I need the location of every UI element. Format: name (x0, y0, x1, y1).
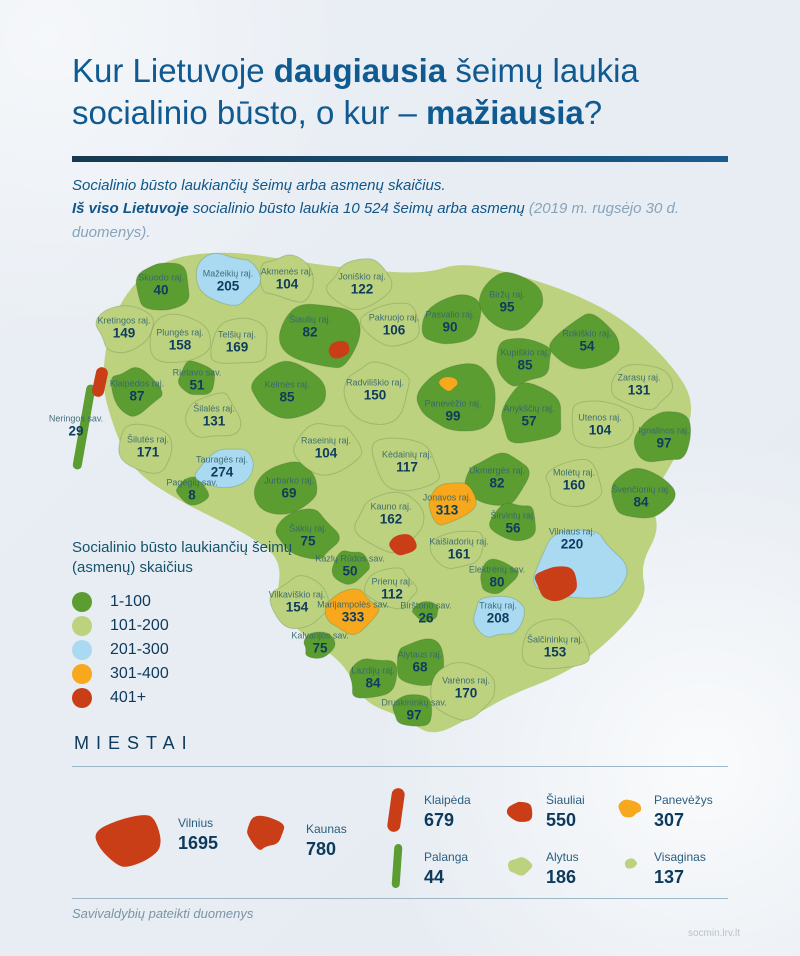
legend-label: 301-400 (110, 664, 169, 682)
city-shape-Palanga (391, 844, 403, 888)
map-city-mark-0 (92, 367, 108, 397)
legend-item-401+: 401+ (72, 686, 297, 710)
map-region-shape-17 (185, 392, 242, 438)
page-title: Kur Lietuvoje daugiausia šeimų laukia so… (72, 50, 742, 133)
intro-text: Socialinio būsto laukiančių šeimų arba a… (72, 174, 752, 244)
legend-item-101-200: 101-200 (72, 614, 297, 638)
map-region-shape-3 (95, 305, 154, 354)
map-region-shape-35 (363, 567, 418, 610)
legend-item-1-100: 1-100 (72, 590, 297, 614)
cities-divider (72, 766, 728, 767)
city-shape-Šiauliai (506, 801, 533, 822)
map-region-shape-12 (251, 360, 327, 419)
map-region-shape-28 (611, 467, 676, 519)
map-city-mark-3 (389, 534, 417, 556)
title-divider (72, 156, 728, 162)
map-region-shape-47 (194, 448, 254, 489)
map-region-shape-37 (429, 530, 484, 569)
map-region-shape-46 (195, 252, 262, 306)
map-region-shape-44 (392, 694, 433, 727)
map-region-shape-25 (610, 364, 674, 411)
legend-label: 401+ (110, 688, 147, 706)
legend-item-201-300: 201-300 (72, 638, 297, 662)
title-segment: socialinio būsto, o kur – (72, 93, 427, 131)
city-shape-Alytus (507, 857, 533, 876)
map-region-shape-18 (118, 423, 173, 474)
city-shape-Klaipėda (387, 788, 405, 832)
map-region-shape-20 (253, 461, 318, 515)
cities-heading: MIESTAI (74, 733, 194, 753)
map-region-shape-27 (545, 458, 603, 508)
legend-swatch-icon (72, 591, 92, 612)
map-region-shape-2 (326, 258, 393, 311)
title-highlight-daugiausia: daugiausia (273, 52, 447, 89)
title-line-2: socialinio būsto, o kur – mažiausia? (72, 92, 742, 134)
map-city-mark-1 (328, 340, 350, 359)
city-shape-Visaginas (624, 858, 638, 869)
map-region-shape-40 (521, 618, 590, 670)
legend-swatch-icon (72, 663, 92, 684)
map-region-shape-22 (371, 437, 440, 492)
map-region-shape-7 (359, 302, 420, 347)
map-region-shape-21 (293, 423, 363, 476)
map-region-shape-39 (480, 558, 519, 595)
title-segment: ? (583, 93, 603, 131)
title-segment: Kur Lietuvoje (72, 52, 274, 89)
legend-label: 1-100 (110, 592, 151, 610)
legend-swatch-icon (72, 687, 92, 708)
map-region-shape-23 (501, 382, 562, 444)
map-region-shape-48 (428, 482, 477, 526)
legend-item-301-400: 301-400 (72, 662, 297, 686)
map-region-shape-15 (496, 337, 552, 387)
title-segment: šeimų laukia (446, 52, 639, 89)
legend-label: 201-300 (110, 640, 169, 658)
data-source-note: Savivaldybių pateikti duomenys (72, 906, 254, 921)
intro-date-note: (2019 m. rugsėjo 30 d. duomenys). (72, 200, 680, 241)
title-highlight-maziausia: mažiausia (426, 93, 584, 131)
map-region-shape-49 (324, 588, 380, 635)
legend-title: Socialinio būsto laukiančių šeimų (asmen… (72, 539, 293, 577)
map-region-shape-45 (72, 384, 96, 470)
map-region-shape-13 (343, 361, 410, 425)
legend-items: 1-100 101-200 201-300 301-400 401+ (72, 590, 297, 710)
map-region-shape-51 (473, 595, 525, 638)
map-region-shape-43 (430, 661, 496, 721)
map-region-shape-0 (135, 262, 190, 311)
map-region-shape-5 (210, 317, 268, 364)
intro-total-label: Iš viso Lietuvoje (72, 200, 189, 218)
map-region-shape-14 (416, 363, 496, 432)
map-region-shape-36 (411, 601, 439, 623)
intro-total-text: socialinio būsto laukia 10 524 šeimų arb… (188, 200, 529, 218)
city-shape-Vilnius (95, 815, 161, 867)
map-city-mark-2 (439, 377, 458, 391)
intro-line-1: Socialinio būsto laukiančių šeimų arba a… (72, 177, 446, 194)
map-region-shape-8 (421, 294, 482, 345)
site-watermark: socmin.lrv.lt (687, 928, 740, 939)
map-region-shape-38 (488, 502, 537, 542)
legend-label: 101-200 (110, 616, 169, 634)
map-region-shape-24 (571, 400, 634, 449)
map-region-shape-1 (259, 254, 314, 303)
map-region-shape-11 (177, 360, 216, 396)
map-region-shape-9 (478, 271, 544, 331)
city-shape-Panevėžys (618, 799, 642, 818)
map-city-mark-4 (534, 566, 577, 602)
legend-swatch-icon (72, 615, 92, 636)
title-line-1: Kur Lietuvoje daugiausia šeimų laukia (72, 50, 742, 92)
map-region-shape-31 (275, 508, 340, 560)
map-region-shape-33 (269, 575, 330, 630)
map-region-shape-41 (349, 658, 398, 699)
map-region-shape-32 (331, 550, 370, 585)
map-region-shape-4 (149, 313, 211, 364)
map-region-shape-34 (303, 631, 336, 659)
map-region-shape-16 (549, 313, 620, 370)
map-region-shape-26 (633, 411, 692, 463)
legend: Socialinio būsto laukiančių šeimų (asmen… (72, 538, 297, 710)
city-shape-Kaunas (247, 815, 285, 850)
footer-divider (72, 898, 728, 899)
legend-swatch-icon (72, 639, 92, 660)
map-region-shape-10 (110, 366, 163, 417)
